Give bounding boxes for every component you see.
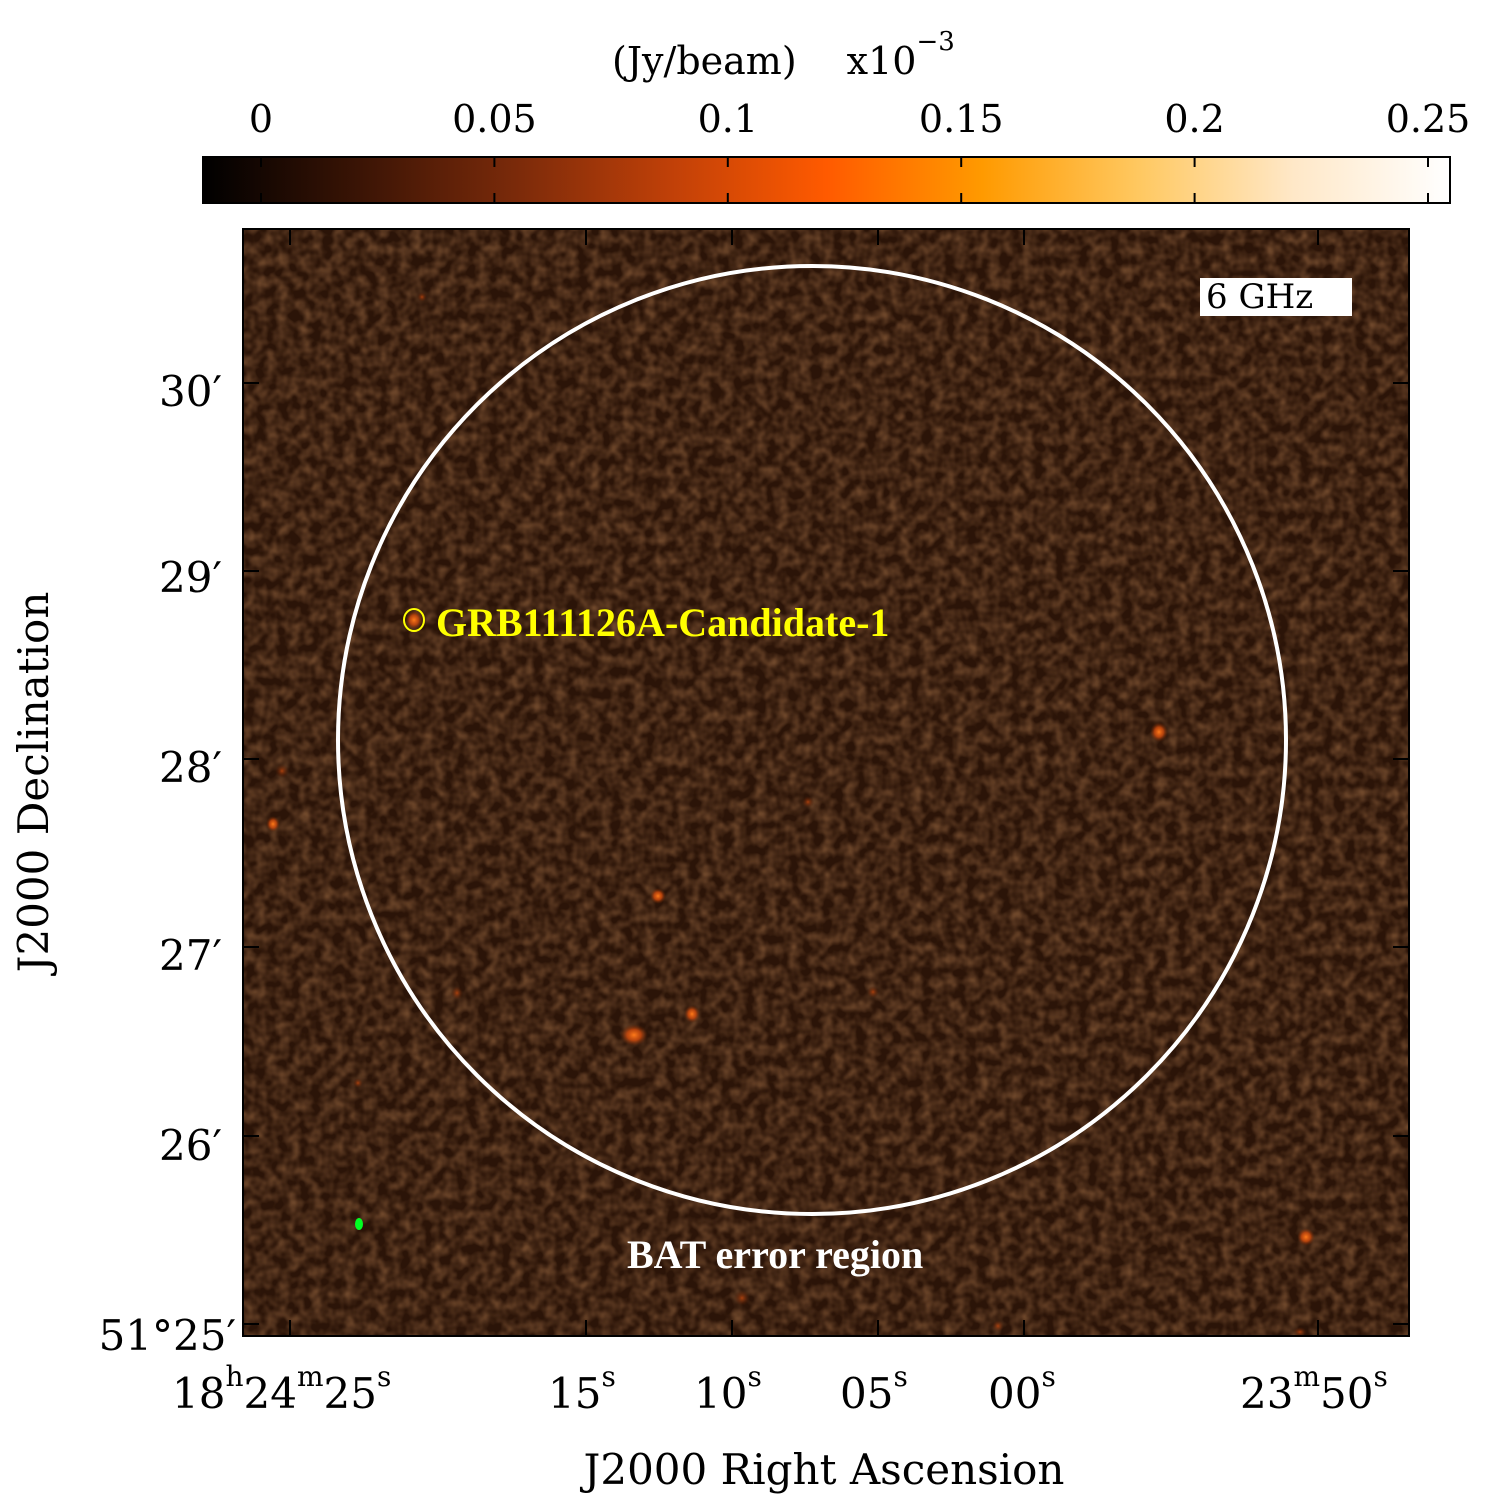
colorbar-tick-labels: 0 0.05 0.1 0.15 0.2 0.25 (249, 97, 1470, 141)
radio-source (620, 1024, 648, 1046)
radio-source (1150, 722, 1168, 742)
candidate-marker (403, 608, 425, 632)
frequency-label-box (1200, 278, 1352, 316)
radio-source (353, 1078, 363, 1088)
bat-error-region-label: BAT error region (627, 1232, 923, 1277)
radio-source (802, 796, 814, 808)
colorbar-tick-label: 0.1 (698, 97, 758, 141)
x-tick-label: 15s (548, 1360, 616, 1418)
axis-ticks (243, 229, 1409, 1336)
synthesized-beam (355, 1218, 363, 1230)
image-noise (243, 229, 1409, 1336)
y-tick-label: 30′ (159, 367, 222, 416)
y-tick-label: 29′ (159, 553, 222, 602)
x-tick-label: 00s (988, 1360, 1056, 1418)
bat-error-circle (336, 264, 1288, 1216)
image-frame (242, 228, 1410, 1337)
candidate-source (405, 610, 423, 630)
image-panel: BAT error region GRB111126A-Candidate-1 … (242, 228, 1410, 1337)
colorbar-tick-label: 0 (249, 97, 273, 141)
radio-source (1297, 1228, 1315, 1246)
frequency-label: 6 GHz (1206, 277, 1313, 317)
radio-source (867, 986, 879, 998)
radio-source (734, 1290, 750, 1306)
colorbar-unit: (Jy/beam) (612, 39, 797, 83)
radio-source (684, 1005, 700, 1023)
colorbar-unit-label: (Jy/beam) x10−3 (612, 27, 955, 83)
colorbar-tick-label: 0.25 (1386, 97, 1471, 141)
radio-source (417, 292, 427, 302)
colorbar-tick-label: 0.15 (919, 97, 1004, 141)
y-tick-label: 51°25′ (99, 1311, 236, 1360)
y-axis-title: J2000 Declination (9, 592, 58, 977)
colorbar-ticks (260, 157, 1429, 203)
x-tick-label: 10s (694, 1360, 762, 1418)
radio-source (275, 764, 289, 778)
x-axis-title: J2000 Right Ascension (580, 1445, 1065, 1494)
x-tick-label: 23m50s (1240, 1360, 1388, 1418)
radio-source (650, 888, 666, 904)
x-axis-tick-labels: 18h24m25s 15s 10s 05s 00s 23m50s (172, 1360, 1388, 1418)
y-tick-label: 26′ (159, 1121, 222, 1170)
x-tick-label: 18h24m25s (172, 1360, 391, 1418)
colorbar-scale-exponent: −3 (916, 27, 954, 57)
x-tick-label: 05s (840, 1360, 908, 1418)
radio-source (451, 986, 463, 1000)
colorbar-gradient (202, 156, 1451, 204)
radio-source (1293, 1327, 1307, 1336)
y-tick-label: 28′ (159, 743, 222, 792)
colorbar: (Jy/beam) x10−3 0 0.05 0.1 0.15 0.2 0.25 (202, 27, 1470, 204)
y-tick-label: 27′ (159, 931, 222, 980)
radio-sources (266, 292, 1315, 1336)
colorbar-tick-label: 0.05 (452, 97, 537, 141)
candidate-label: GRB111126A-Candidate-1 (436, 600, 889, 645)
y-axis-tick-labels: 30′ 29′ 28′ 27′ 26′ 51°25′ (99, 367, 236, 1360)
radio-source (992, 1320, 1004, 1332)
colorbar-scale-base: x10 (847, 39, 917, 83)
radio-source (266, 816, 280, 832)
colorbar-tick-label: 0.2 (1164, 97, 1224, 141)
